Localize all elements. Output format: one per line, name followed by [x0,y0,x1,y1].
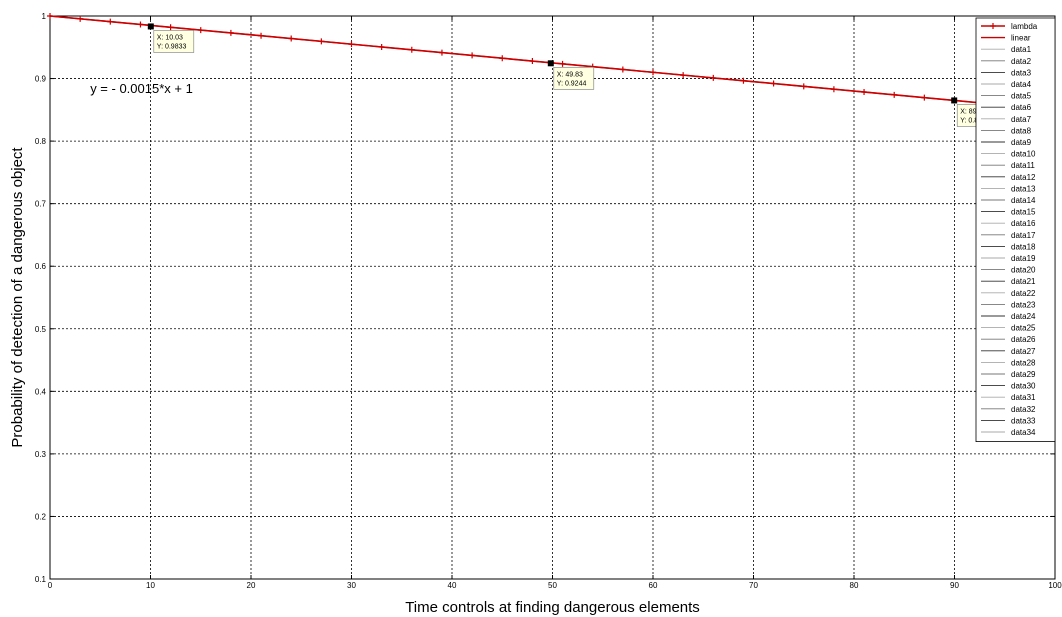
y-tick-label: 0.4 [35,387,47,396]
y-tick-label: 0.7 [35,200,47,209]
y-tick-label: 0.8 [35,137,47,146]
data-tip-x: X: 49.83 [557,71,583,78]
legend-label: data27 [1011,347,1036,356]
legend: lambda linear data1 data2 data3 data4 data5 dat… [975,17,1056,443]
legend-label: data7 [1011,115,1032,124]
legend-label: data30 [1011,382,1036,391]
legend-label: data26 [1011,335,1036,344]
data-tip-point [147,23,154,30]
data-tips: X: 10.03 Y: 0.9833 X: 49.83 Y: 0.9244 X: 89.… [147,23,998,127]
legend-label: data10 [1011,150,1036,159]
legend-label: data13 [1011,184,1036,193]
legend-box [975,17,1056,443]
data-tip-y: Y: 0.9244 [557,80,587,87]
y-tick-label: 0.1 [35,575,47,584]
y-axis-ticks: 0.1 0.2 0.3 0.4 0.5 0.6 0.7 0.8 0.9 1 [35,12,1055,584]
grid [50,16,1055,579]
legend-label: data1 [1011,45,1032,54]
legend-label: data24 [1011,312,1036,321]
x-tick-label: 40 [448,581,457,590]
legend-label: data9 [1011,138,1032,147]
legend-label: data23 [1011,300,1036,309]
legend-label: data25 [1011,324,1036,333]
x-tick-label: 90 [950,581,959,590]
legend-label: data18 [1011,242,1036,251]
legend-label: data17 [1011,231,1036,240]
x-tick-label: 20 [247,581,256,590]
equation-annotation: y = - 0.0015*x + 1 [90,81,193,96]
legend-label: lambda [1011,22,1038,31]
legend-label: data3 [1011,68,1032,77]
y-tick-label: 0.5 [35,325,47,334]
x-tick-label: 100 [1048,581,1062,590]
legend-label: data22 [1011,289,1036,298]
legend-label: data33 [1011,416,1036,425]
legend-label: data11 [1011,161,1035,170]
legend-label: data31 [1011,393,1036,402]
x-tick-label: 80 [850,581,859,590]
y-axis-label: Probability of detection of a dangerous … [9,147,26,448]
data-tip-box [153,30,195,53]
legend-label: data20 [1011,266,1036,275]
data-tip-x: X: 89.97 [960,108,986,115]
legend-label: data32 [1011,405,1036,414]
legend-label: data6 [1011,103,1032,112]
x-tick-label: 10 [146,581,155,590]
x-axis-label: Time controls at finding dangerous eleme… [405,599,700,616]
x-tick-label: 30 [347,581,356,590]
legend-label: data34 [1011,428,1036,437]
data-tip-x: X: 10.03 [157,34,183,41]
legend-label: data4 [1011,80,1032,89]
legend-label: data21 [1011,277,1036,286]
x-tick-label: 0 [48,581,53,590]
data-tip-y: Y: 0.865 [960,117,986,124]
legend-label: data12 [1011,173,1036,182]
data-tip-point [951,97,958,104]
legend-label: linear [1011,34,1031,43]
data-tip-point [547,60,554,67]
legend-label: data14 [1011,196,1036,205]
y-tick-label: 0.3 [35,450,47,459]
x-tick-label: 50 [548,581,557,590]
y-tick-label: 0.6 [35,262,47,271]
legend-label: data19 [1011,254,1036,263]
y-tick-label: 1 [42,12,47,21]
x-axis-ticks: 0 10 20 30 40 50 60 70 80 90 100 [48,16,1062,590]
x-tick-label: 70 [749,581,758,590]
legend-label: data15 [1011,208,1036,217]
x-tick-label: 60 [649,581,658,590]
legend-label: data8 [1011,126,1032,135]
legend-label: data2 [1011,57,1032,66]
legend-label: data5 [1011,92,1032,101]
legend-label: data28 [1011,358,1036,367]
data-tip-box [553,66,595,90]
legend-marker [990,23,996,29]
legend-label: data16 [1011,219,1036,228]
y-tick-label: 0.9 [35,75,47,84]
data-tip-y: Y: 0.9833 [157,43,187,50]
legend-label: data29 [1011,370,1036,379]
y-tick-label: 0.2 [35,512,47,521]
